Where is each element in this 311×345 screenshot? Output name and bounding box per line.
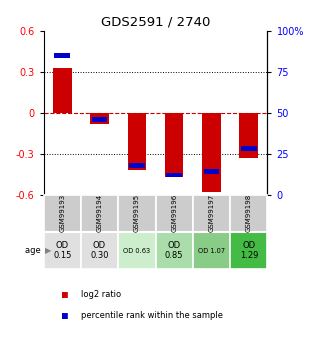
Text: OD 0.63: OD 0.63 — [123, 247, 151, 254]
Bar — [90, 113, 109, 124]
Text: percentile rank within the sample: percentile rank within the sample — [81, 311, 223, 320]
Text: ■: ■ — [62, 290, 68, 300]
Text: ■: ■ — [62, 311, 68, 321]
Text: GSM99197: GSM99197 — [208, 194, 215, 233]
FancyBboxPatch shape — [230, 195, 267, 232]
Text: GSM99194: GSM99194 — [96, 194, 103, 233]
Bar — [241, 147, 257, 151]
FancyBboxPatch shape — [44, 195, 81, 232]
Text: GSM99195: GSM99195 — [134, 194, 140, 233]
FancyBboxPatch shape — [193, 232, 230, 269]
Bar — [202, 113, 221, 192]
Bar — [165, 113, 183, 177]
Bar — [91, 117, 108, 122]
Text: OD
0.85: OD 0.85 — [165, 241, 183, 260]
Text: ▶: ▶ — [45, 246, 52, 255]
Text: OD 1.07: OD 1.07 — [198, 247, 225, 254]
Text: age: age — [25, 246, 44, 255]
Text: OD
0.30: OD 0.30 — [90, 241, 109, 260]
FancyBboxPatch shape — [118, 232, 156, 269]
Text: GSM99198: GSM99198 — [246, 194, 252, 233]
FancyBboxPatch shape — [44, 232, 81, 269]
Text: OD
0.15: OD 0.15 — [53, 241, 72, 260]
FancyBboxPatch shape — [118, 195, 156, 232]
Bar — [203, 169, 219, 174]
FancyBboxPatch shape — [156, 195, 193, 232]
Text: OD
1.29: OD 1.29 — [239, 241, 258, 260]
Bar — [166, 173, 182, 177]
FancyBboxPatch shape — [193, 195, 230, 232]
Text: GSM99196: GSM99196 — [171, 194, 177, 233]
Text: GSM99193: GSM99193 — [59, 194, 65, 233]
Bar — [53, 68, 72, 113]
Bar — [54, 53, 70, 58]
Title: GDS2591 / 2740: GDS2591 / 2740 — [101, 16, 210, 29]
Bar — [239, 113, 258, 158]
FancyBboxPatch shape — [81, 232, 118, 269]
FancyBboxPatch shape — [230, 232, 267, 269]
Bar — [129, 163, 145, 168]
FancyBboxPatch shape — [156, 232, 193, 269]
Bar — [128, 113, 146, 170]
FancyBboxPatch shape — [81, 195, 118, 232]
Text: log2 ratio: log2 ratio — [81, 290, 121, 299]
